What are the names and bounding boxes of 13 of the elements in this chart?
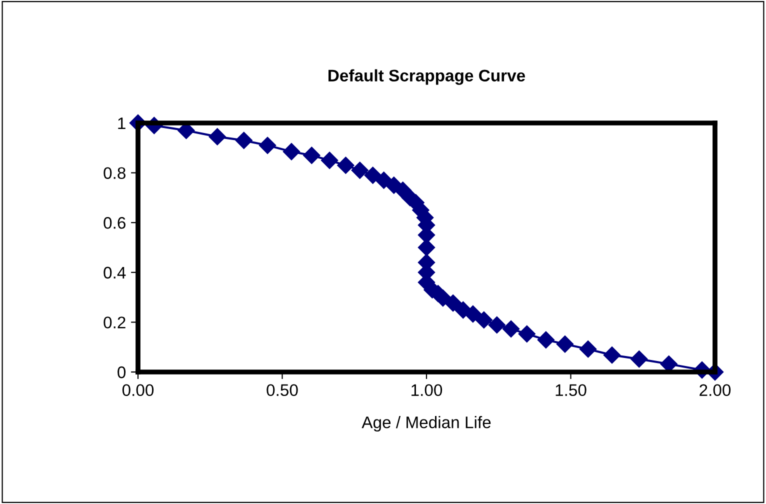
y-tick-label: 0.4 — [104, 266, 126, 279]
x-tick-label: 1.00 — [412, 384, 442, 396]
y-tick-label: 0.6 — [104, 217, 126, 229]
x-tick-label: 2.00 — [700, 384, 731, 396]
y-tick-label: 0.2 — [104, 316, 126, 328]
x-tick-label: 1.50 — [556, 384, 586, 396]
y-tick-label: 1 — [118, 118, 126, 130]
y-tick-label: 0 — [118, 366, 126, 378]
x-tick-label: 0.00 — [122, 384, 154, 396]
chart-title: Default Scrappage Curve — [328, 69, 526, 85]
x-axis-title: Age / Median Life — [362, 416, 491, 432]
y-tick-label: 0.8 — [104, 167, 126, 180]
x-tick-label: 0.50 — [266, 384, 298, 396]
